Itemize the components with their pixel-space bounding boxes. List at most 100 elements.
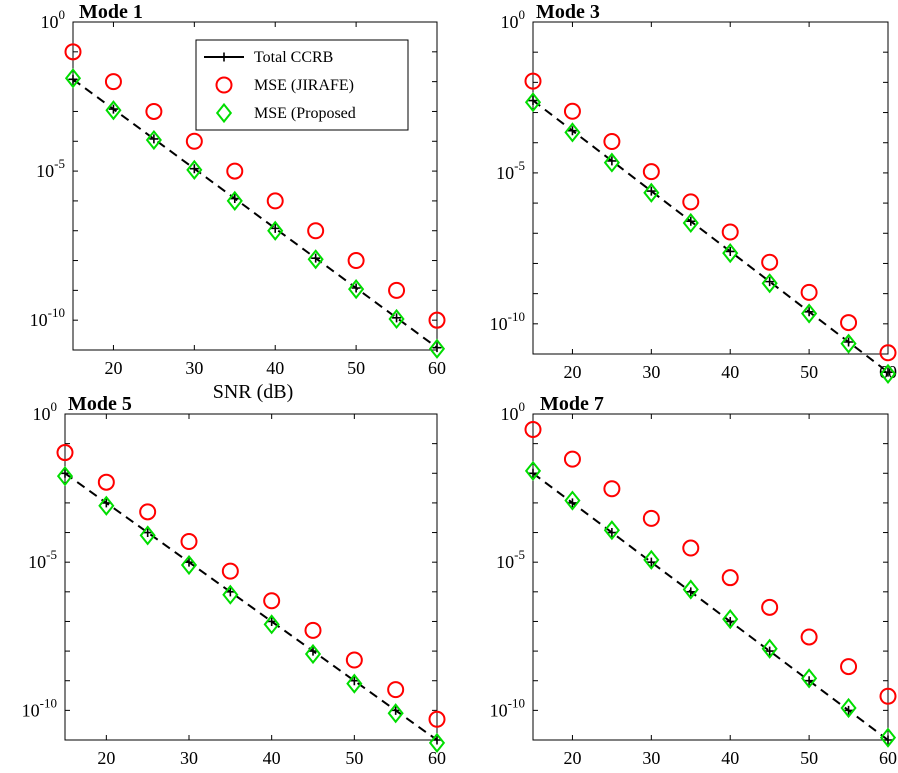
- data-point-proposed: [56, 466, 74, 487]
- y-tick-label: 10-5: [36, 156, 65, 181]
- data-point-jirafe: [97, 473, 115, 491]
- plot-area-frame: [532, 21, 889, 355]
- x-tick-label: 50: [800, 362, 818, 382]
- data-point-ccrb: [68, 74, 78, 84]
- data-point-jirafe: [56, 444, 74, 462]
- x-tick-label: 20: [563, 748, 581, 768]
- y-tick-base: 10: [490, 700, 508, 720]
- y-tick-exponent: 0: [59, 7, 66, 22]
- data-point-ccrb: [349, 676, 359, 686]
- data-point-proposed: [761, 638, 778, 659]
- data-point-jirafe: [387, 681, 405, 699]
- data-point-jirafe: [682, 539, 700, 557]
- chart-title: Mode 5: [68, 393, 132, 415]
- y-tick-label: 10-5: [496, 547, 525, 572]
- legend-label-ccrb: Total CCRB: [254, 49, 333, 66]
- legend-marker-jirafe: [215, 76, 233, 94]
- data-point-proposed: [346, 673, 363, 694]
- data-point-jirafe: [721, 223, 739, 241]
- data-point-proposed: [682, 579, 699, 600]
- y-tick-base: 10: [496, 552, 514, 572]
- data-point-proposed: [98, 495, 115, 516]
- y-tick-base: 10: [22, 700, 40, 720]
- data-point-ccrb: [108, 104, 118, 114]
- data-point-jirafe: [347, 252, 365, 270]
- series-line-ccrb: [64, 472, 438, 741]
- data-point-proposed: [643, 182, 660, 203]
- x-tick-label: 40: [263, 748, 281, 768]
- data-point-jirafe: [104, 73, 122, 91]
- y-tick-exponent: -5: [54, 156, 65, 171]
- data-point-ccrb: [686, 587, 696, 597]
- data-point-ccrb: [270, 223, 280, 233]
- data-point-jirafe: [879, 687, 897, 705]
- data-point-jirafe: [603, 132, 621, 150]
- data-point-proposed: [222, 584, 239, 605]
- data-point-jirafe: [721, 569, 739, 587]
- data-point-jirafe: [563, 102, 581, 120]
- data-point-jirafe: [800, 283, 818, 301]
- data-point-proposed: [267, 220, 284, 241]
- data-point-ccrb: [844, 337, 854, 347]
- data-point-ccrb: [101, 498, 111, 508]
- y-tick-label: 10-10: [22, 695, 57, 720]
- data-point-jirafe: [139, 503, 157, 521]
- data-point-proposed: [524, 460, 542, 482]
- x-tick-label: 60: [428, 358, 446, 378]
- data-point-ccrb: [607, 528, 617, 538]
- series-line-ccrb: [72, 78, 438, 349]
- data-point-ccrb: [311, 253, 321, 263]
- data-point-proposed: [682, 212, 699, 234]
- series-line-ccrb: [532, 472, 889, 741]
- x-tick-label: 50: [800, 748, 818, 768]
- y-tick-label: 100: [33, 399, 58, 424]
- data-point-jirafe: [263, 592, 281, 610]
- plot-area-frame: [72, 21, 438, 351]
- y-tick-label: 10-5: [28, 547, 57, 572]
- y-tick-base: 10: [501, 404, 519, 424]
- data-point-jirafe: [563, 450, 581, 468]
- data-point-jirafe: [64, 43, 82, 61]
- data-point-ccrb: [567, 498, 577, 508]
- data-point-jirafe: [840, 314, 858, 332]
- data-point-proposed: [564, 490, 581, 511]
- data-point-proposed: [801, 668, 818, 689]
- data-point-ccrb: [432, 343, 442, 353]
- data-point-proposed: [428, 732, 446, 753]
- data-point-jirafe: [307, 222, 325, 240]
- data-point-ccrb: [391, 705, 401, 715]
- data-point-ccrb: [607, 156, 617, 166]
- y-tick-base: 10: [30, 310, 48, 330]
- data-point-jirafe: [180, 532, 198, 550]
- chart-title: Mode 7: [540, 393, 604, 415]
- x-tick-label: 20: [563, 362, 581, 382]
- data-point-ccrb: [528, 468, 538, 478]
- data-point-ccrb: [230, 194, 240, 204]
- data-point-jirafe: [226, 162, 244, 180]
- data-point-ccrb: [351, 283, 361, 293]
- data-point-ccrb: [184, 557, 194, 567]
- data-point-proposed: [879, 363, 897, 384]
- data-point-ccrb: [844, 705, 854, 715]
- data-point-proposed: [226, 190, 243, 212]
- data-point-jirafe: [840, 658, 858, 676]
- x-tick-label: 30: [180, 748, 198, 768]
- data-point-jirafe: [145, 102, 163, 120]
- data-point-ccrb: [225, 587, 235, 597]
- x-tick-label: 20: [104, 358, 122, 378]
- data-point-jirafe: [388, 281, 406, 299]
- x-tick-label: 30: [642, 362, 660, 382]
- data-point-ccrb: [804, 307, 814, 317]
- chart-title: Mode 1: [79, 1, 143, 23]
- data-point-proposed: [388, 308, 405, 330]
- y-tick-exponent: 0: [51, 399, 58, 414]
- data-point-proposed: [428, 338, 446, 359]
- data-point-jirafe: [682, 193, 700, 211]
- data-point-proposed: [64, 68, 82, 89]
- x-tick-label: 20: [97, 748, 115, 768]
- data-point-proposed: [524, 92, 542, 113]
- data-point-ccrb: [432, 735, 442, 745]
